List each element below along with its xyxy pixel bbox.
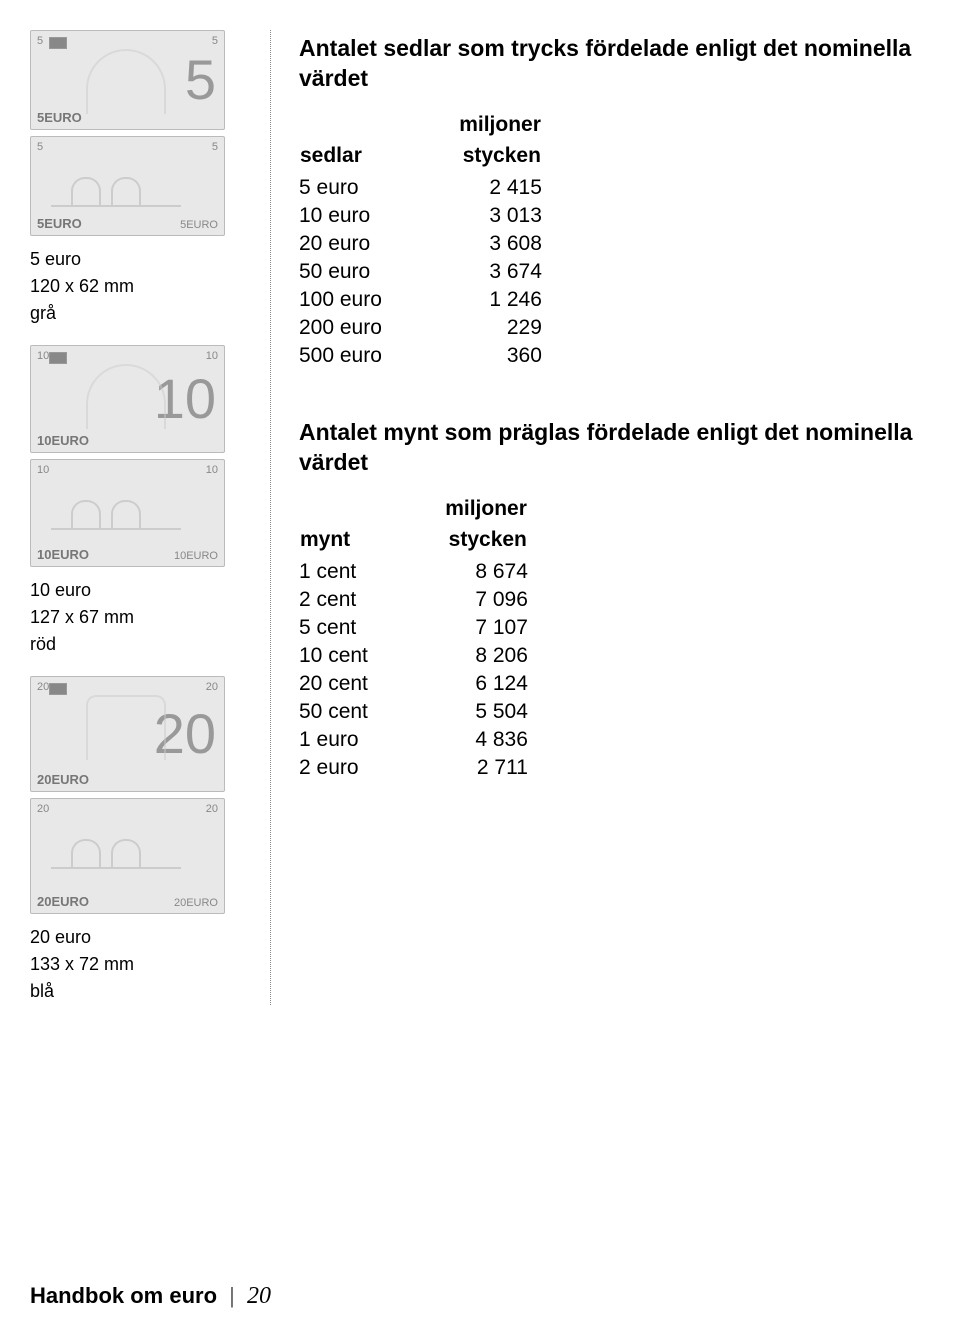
note-5-caption: 5 euro 120 x 62 mm grå: [30, 246, 240, 327]
table-row: 5 euro2 415: [299, 174, 542, 202]
corner-tr: 10: [206, 350, 218, 362]
corner-tl: 20: [37, 803, 49, 815]
table-row: 2 cent7 096: [299, 586, 528, 614]
sedlar-table: miljoner sedlar stycken 5 euro2 415 10 e…: [299, 112, 542, 370]
euro-label: 5EURO: [37, 110, 82, 125]
left-column: 5 5 5EURO 5 5 5 5EURO 5EURO 5 euro 120 x…: [30, 30, 240, 1005]
banknote-10: 10 10 10EURO 10 10 10 10EURO 10EURO 10 e…: [30, 345, 240, 658]
banknote-20: 20 20 20EURO 20 20 20 20EURO 20EURO 20 e…: [30, 676, 240, 1005]
sedlar-col2: stycken: [442, 143, 542, 174]
corner-tl: 5: [37, 35, 43, 47]
corner-br: 20EURO: [174, 897, 218, 909]
corner-tr: 5: [212, 141, 218, 153]
table-row: 200 euro229: [299, 314, 542, 342]
mynt-super: miljoner: [428, 496, 528, 527]
note-label: 5 euro: [30, 246, 240, 273]
note-20-front: 20 20 20EURO 20: [30, 676, 225, 792]
note-5-back: 5 5 5EURO 5EURO: [30, 136, 225, 236]
corner-br: 5EURO: [180, 219, 218, 231]
table-row: 2 euro2 711: [299, 754, 528, 782]
note-color: grå: [30, 300, 240, 327]
table-row: 50 euro3 674: [299, 258, 542, 286]
corner-tr: 5: [212, 35, 218, 47]
note-color: röd: [30, 631, 240, 658]
table-row: 10 euro3 013: [299, 202, 542, 230]
sedlar-col1: sedlar: [299, 143, 442, 174]
page-footer: Handbok om euro | 20: [30, 1283, 271, 1310]
corner-tl: 10: [37, 464, 49, 476]
corner-tl: 10: [37, 350, 49, 362]
euro-label: 5EURO: [37, 216, 82, 231]
note-label: 10 euro: [30, 577, 240, 604]
mynt-table: miljoner mynt stycken 1 cent8 674 2 cent…: [299, 496, 528, 782]
footer-sep: |: [229, 1283, 235, 1308]
mynt-col2: stycken: [428, 527, 528, 558]
table-row: 1 cent8 674: [299, 558, 528, 586]
euro-label: 20EURO: [37, 772, 89, 787]
note-dims: 127 x 67 mm: [30, 604, 240, 631]
table-row: 10 cent8 206: [299, 642, 528, 670]
euro-label: 10EURO: [37, 433, 89, 448]
note-5-front: 5 5 5EURO 5: [30, 30, 225, 130]
note-color: blå: [30, 978, 240, 1005]
note-10-front: 10 10 10EURO 10: [30, 345, 225, 453]
corner-tl: 5: [37, 141, 43, 153]
note-label: 20 euro: [30, 924, 240, 951]
mynt-col1: mynt: [299, 527, 428, 558]
corner-tr: 20: [206, 803, 218, 815]
table-row: 20 euro3 608: [299, 230, 542, 258]
note-10-back: 10 10 10EURO 10EURO: [30, 459, 225, 567]
banknote-5: 5 5 5EURO 5 5 5 5EURO 5EURO 5 euro 120 x…: [30, 30, 240, 327]
note-dims: 120 x 62 mm: [30, 273, 240, 300]
right-column: Antalet sedlar som trycks fördelade enli…: [270, 30, 920, 1005]
table-row: 1 euro4 836: [299, 726, 528, 754]
note-20-caption: 20 euro 133 x 72 mm blå: [30, 924, 240, 1005]
footer-page: 20: [247, 1283, 271, 1309]
note-10-caption: 10 euro 127 x 67 mm röd: [30, 577, 240, 658]
corner-tr: 10: [206, 464, 218, 476]
sedlar-title: Antalet sedlar som trycks fördelade enli…: [299, 34, 920, 94]
corner-tl: 20: [37, 681, 49, 693]
note-20-back: 20 20 20EURO 20EURO: [30, 798, 225, 914]
sedlar-super: miljoner: [442, 112, 542, 143]
euro-label: 20EURO: [37, 894, 89, 909]
euro-label: 10EURO: [37, 547, 89, 562]
note-dims: 133 x 72 mm: [30, 951, 240, 978]
table-row: 500 euro360: [299, 342, 542, 370]
footer-title: Handbok om euro: [30, 1283, 217, 1308]
table-row: 100 euro1 246: [299, 286, 542, 314]
mynt-title: Antalet mynt som präglas fördelade enlig…: [299, 418, 920, 478]
table-row: 5 cent7 107: [299, 614, 528, 642]
corner-br: 10EURO: [174, 550, 218, 562]
big-number: 5: [185, 52, 216, 108]
corner-tr: 20: [206, 681, 218, 693]
table-row: 50 cent5 504: [299, 698, 528, 726]
table-row: 20 cent6 124: [299, 670, 528, 698]
